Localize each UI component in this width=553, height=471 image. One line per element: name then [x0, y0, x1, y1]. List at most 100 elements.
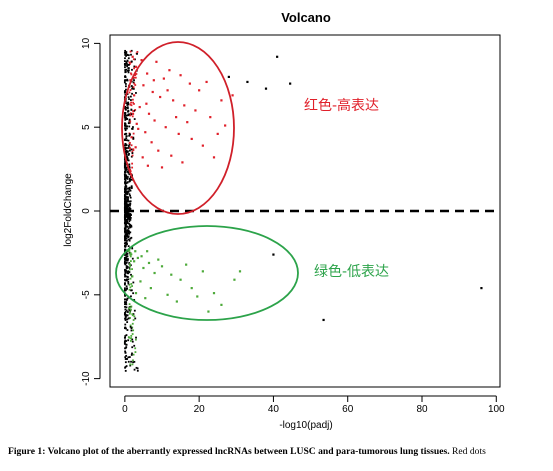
scatter-point-dense — [132, 319, 135, 321]
scatter-point-dense — [125, 79, 128, 82]
scatter-point-dense — [123, 340, 126, 343]
scatter-point-dense — [126, 155, 128, 158]
scatter-point-dense — [123, 139, 126, 141]
scatter-point-dense — [128, 61, 131, 64]
scatter-point-dense — [124, 302, 127, 305]
scatter-point-dense — [129, 89, 132, 91]
scatter-point-dense — [129, 340, 132, 342]
scatter-point-dense — [126, 218, 129, 221]
scatter-point-up — [133, 94, 136, 97]
scatter-point-dense — [126, 125, 128, 128]
scatter-point-dense — [132, 86, 135, 89]
scatter-point-dense — [128, 143, 131, 146]
scatter-point-up — [134, 65, 138, 68]
scatter-point-dense — [125, 343, 128, 346]
x-tick-label: 20 — [194, 404, 206, 415]
scatter-point-dense — [124, 118, 127, 121]
scatter-point-down — [157, 258, 160, 261]
scatter-point-dense — [124, 53, 127, 56]
scatter-point-up — [147, 112, 151, 115]
scatter-point-dense — [124, 114, 126, 117]
scatter-point-dense — [134, 317, 137, 320]
scatter-point-dense — [131, 363, 134, 366]
scatter-point-dense — [129, 364, 132, 367]
scatter-point-up — [146, 72, 149, 75]
scatter-point-dense — [125, 365, 128, 367]
scatter-point-dense — [124, 269, 127, 272]
scatter-point-dense — [129, 141, 131, 144]
scatter-point-dense — [131, 151, 134, 153]
scatter-point-dense — [123, 342, 126, 345]
scatter-point-dense — [124, 308, 127, 311]
scatter-point-dense — [123, 273, 126, 276]
scatter-point-dense — [124, 100, 127, 102]
scatter-point-dense — [126, 222, 129, 224]
scatter-point-dense — [127, 147, 130, 149]
figure-caption: Figure 1: Volcano plot of the aberrantly… — [8, 446, 553, 457]
scatter-point-dense — [124, 272, 127, 274]
scatter-point-dense — [124, 83, 127, 85]
scatter-point-dense — [132, 132, 135, 135]
scatter-point-dense — [130, 60, 133, 63]
scatter-point-dense — [130, 337, 133, 340]
up-regulated-ellipse — [121, 41, 235, 215]
scatter-point-dense — [127, 171, 130, 174]
scatter-point-dense — [126, 106, 128, 109]
scatter-point-dense — [130, 327, 133, 330]
scatter-point-dense — [124, 197, 127, 200]
scatter-point-dense — [125, 206, 128, 209]
scatter-point-dense — [131, 314, 134, 317]
scatter-point-up — [216, 132, 219, 135]
scatter-point-dense — [130, 225, 133, 228]
scatter-point-dense — [131, 128, 134, 130]
scatter-point-dense — [123, 79, 126, 82]
scatter-point-dense — [128, 134, 131, 137]
scatter-point-down — [147, 261, 151, 265]
scatter-point-dense — [129, 252, 132, 254]
scatter-point-dense — [124, 75, 127, 78]
x-tick-label: 40 — [268, 404, 280, 415]
scatter-point-dense — [130, 308, 132, 311]
scatter-point-up — [160, 166, 164, 169]
scatter-point-dense — [132, 281, 135, 284]
scatter-point-dense — [128, 98, 130, 100]
scatter-point-up — [177, 132, 180, 135]
scatter-point-dense — [125, 188, 127, 191]
scatter-point-down — [160, 265, 164, 268]
caption-prefix: Figure 1: Volcano plot of the aberrantly… — [8, 446, 450, 457]
scatter-point-dense — [128, 133, 131, 135]
scatter-point-dense — [128, 267, 131, 269]
scatter-point-up — [170, 154, 173, 157]
scatter-point-dense — [130, 85, 133, 87]
scatter-point-dense — [134, 84, 137, 86]
scatter-point-dense — [129, 255, 132, 258]
scatter-point-dense — [125, 175, 127, 177]
scatter-point-dense — [132, 87, 135, 90]
scatter-point-dense — [128, 166, 131, 169]
scatter-point-dense — [124, 171, 126, 173]
scatter-point-dense — [126, 270, 128, 273]
scatter-point-dense — [123, 336, 126, 339]
scatter-point-dense — [127, 250, 130, 253]
scatter-point-dense — [124, 312, 126, 314]
scatter-point-dense — [127, 110, 129, 113]
scatter-point-dense — [125, 108, 127, 111]
scatter-point-dense — [129, 260, 132, 262]
scatter-point-dense — [126, 259, 129, 262]
scatter-point-dense — [124, 319, 127, 321]
scatter-point-dense — [128, 303, 131, 306]
scatter-point-dense — [136, 367, 139, 370]
scatter-point-dense — [124, 215, 126, 218]
scatter-point-dense — [129, 225, 131, 228]
scatter-point-dense — [124, 250, 126, 253]
scatter-point-dense — [124, 298, 126, 301]
scatter-point-up — [186, 121, 189, 124]
scatter-point-dense — [126, 191, 128, 194]
scatter-point-dense — [126, 200, 129, 203]
scatter-point-dense — [131, 68, 133, 71]
scatter-point-dense — [129, 363, 132, 366]
scatter-point-dense — [130, 305, 133, 308]
scatter-point-dense — [129, 324, 132, 327]
scatter-point-dense — [129, 189, 132, 192]
scatter-point-dense — [125, 252, 128, 254]
